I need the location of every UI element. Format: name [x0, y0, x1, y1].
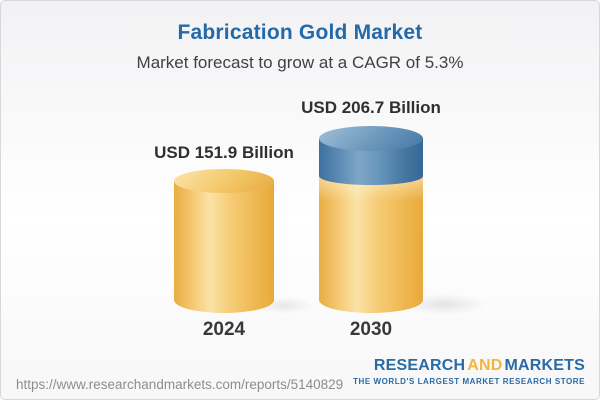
logo-word-research: RESEARCH — [373, 357, 466, 374]
value-label-2030: USD 206.7 Billion — [301, 98, 441, 117]
chart-title: Fabrication Gold Market — [177, 21, 423, 44]
category-label-2024: 2024 — [202, 319, 246, 340]
bar-2030-top-ellipse — [319, 126, 423, 151]
logo-word-and: AND — [467, 357, 503, 374]
report-url: https://www.researchandmarkets.com/repor… — [16, 377, 344, 392]
category-label-2030: 2030 — [349, 319, 393, 340]
bar-2024-body — [174, 181, 274, 313]
chart-subtitle: Market forecast to grow at a CAGR of 5.3… — [136, 53, 464, 72]
logo-tagline: THE WORLD'S LARGEST MARKET RESEARCH STOR… — [353, 377, 585, 386]
logo-wordmark: RESEARCH AND MARKETS — [353, 358, 585, 374]
bar-2024-top-ellipse — [174, 169, 274, 193]
value-label-2024: USD 151.9 Billion — [154, 143, 294, 162]
logo-word-markets: MARKETS — [504, 357, 585, 374]
research-and-markets-logo: RESEARCH AND MARKETS THE WORLD'S LARGEST M… — [353, 358, 585, 386]
